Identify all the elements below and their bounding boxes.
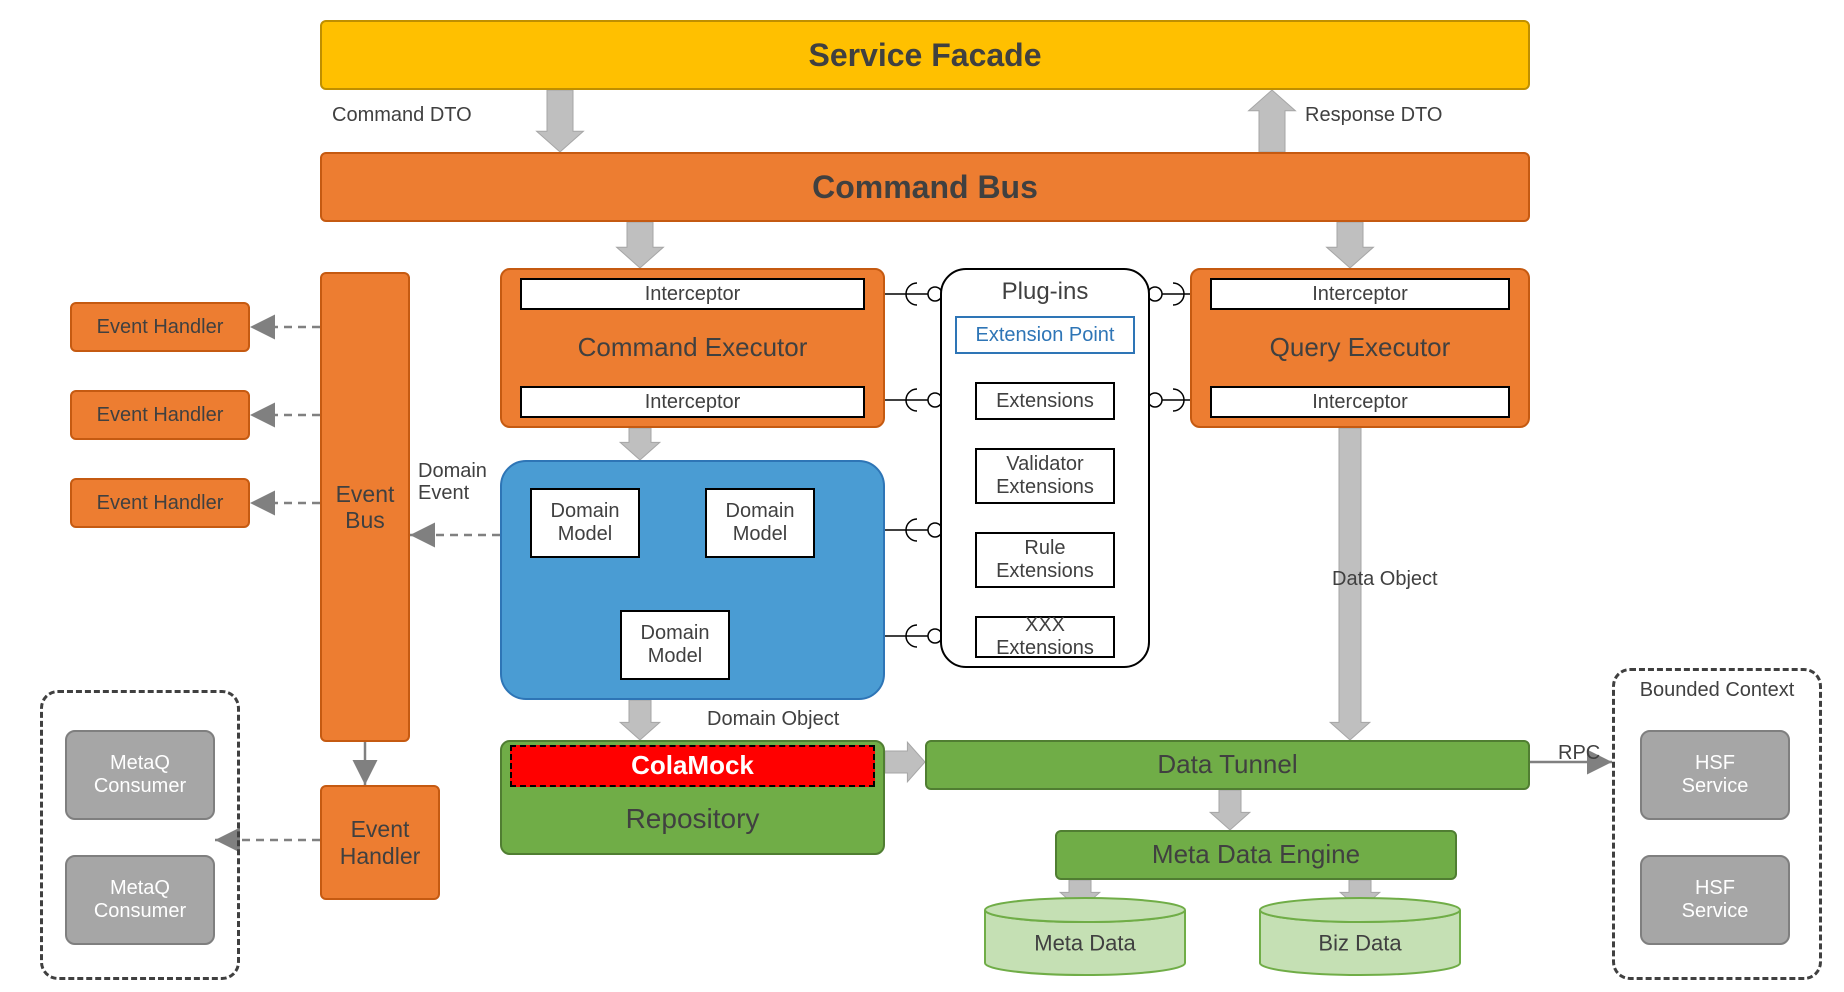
metaq_consumer_2-label: MetaQ Consumer — [94, 877, 186, 923]
meta_data_engine-label: Meta Data Engine — [1152, 840, 1360, 870]
interceptor_qe_top-label: Interceptor — [1312, 283, 1408, 306]
event_handler_1: Event Handler — [70, 302, 250, 352]
hsf_service_2-label: HSF Service — [1682, 877, 1749, 923]
metaq_consumer_2: MetaQ Consumer — [65, 855, 215, 945]
colamock-label: ColaMock — [631, 751, 754, 781]
extensions: Extensions — [975, 382, 1115, 420]
interceptor_qe_top: Interceptor — [1210, 278, 1510, 310]
domain_model_3-label: Domain Model — [641, 622, 710, 668]
xxx_extensions: XXX Extensions — [975, 616, 1115, 658]
data_tunnel-label: Data Tunnel — [1157, 750, 1297, 780]
domain_event-label: Domain Event — [418, 460, 487, 504]
colamock: ColaMock — [510, 745, 875, 787]
extension_point-label: Extension Point — [976, 324, 1115, 347]
domain_model_1-label: Domain Model — [551, 500, 620, 546]
domain_model_2-label: Domain Model — [726, 500, 795, 546]
interceptor_ce_bottom-label: Interceptor — [645, 391, 741, 414]
rule_extensions-label: Rule Extensions — [996, 537, 1094, 583]
event_handler_1-label: Event Handler — [97, 316, 224, 339]
domain_model_3: Domain Model — [620, 610, 730, 680]
interceptor_qe_bottom-label: Interceptor — [1312, 391, 1408, 414]
command_bus: Command Bus — [320, 152, 1530, 222]
metaq_consumer_1: MetaQ Consumer — [65, 730, 215, 820]
hsf_service_1-label: HSF Service — [1682, 752, 1749, 798]
extensions-label: Extensions — [996, 390, 1094, 413]
command_bus-label: Command Bus — [812, 169, 1038, 206]
interceptor_ce_top: Interceptor — [520, 278, 865, 310]
command_dto-label: Command DTO — [332, 104, 472, 126]
response_dto-label: Response DTO — [1305, 104, 1442, 126]
hsf_service_2: HSF Service — [1640, 855, 1790, 945]
rule_extensions: Rule Extensions — [975, 532, 1115, 588]
domain_model_1: Domain Model — [530, 488, 640, 558]
data_object-label: Data Object — [1332, 568, 1438, 590]
metaq_consumer_1-label: MetaQ Consumer — [94, 752, 186, 798]
event_handler_3-label: Event Handler — [97, 492, 224, 515]
event_handler_3: Event Handler — [70, 478, 250, 528]
domain_model_2: Domain Model — [705, 488, 815, 558]
event_bus-label: Event Bus — [336, 481, 395, 534]
svg-text:Meta Data: Meta Data — [1034, 931, 1136, 956]
repository-label: Repository — [626, 803, 760, 835]
event_handler_4: Event Handler — [320, 785, 440, 900]
hsf_service_1: HSF Service — [1640, 730, 1790, 820]
interceptor_ce_bottom: Interceptor — [520, 386, 865, 418]
plugins-label: Plug-ins — [1002, 278, 1089, 306]
service_facade-label: Service Facade — [808, 37, 1041, 74]
query_executor-label: Query Executor — [1270, 333, 1451, 363]
service_facade: Service Facade — [320, 20, 1530, 90]
command_executor-label: Command Executor — [578, 333, 808, 363]
xxx_extensions-label: XXX Extensions — [996, 614, 1094, 660]
dashed_box_right-label: Bounded Context — [1640, 679, 1795, 702]
validator_extensions-label: Validator Extensions — [996, 453, 1094, 499]
svg-text:Biz Data: Biz Data — [1318, 931, 1402, 956]
event_handler_2-label: Event Handler — [97, 404, 224, 427]
domain_object-label: Domain Object — [707, 708, 839, 730]
event_handler_4-label: Event Handler — [340, 816, 421, 869]
interceptor_qe_bottom: Interceptor — [1210, 386, 1510, 418]
validator_extensions: Validator Extensions — [975, 448, 1115, 504]
event_handler_2: Event Handler — [70, 390, 250, 440]
meta_data_engine: Meta Data Engine — [1055, 830, 1457, 880]
event_bus: Event Bus — [320, 272, 410, 742]
data_tunnel: Data Tunnel — [925, 740, 1530, 790]
rpc-label: RPC — [1558, 742, 1600, 764]
interceptor_ce_top-label: Interceptor — [645, 283, 741, 306]
extension_point: Extension Point — [955, 316, 1135, 354]
